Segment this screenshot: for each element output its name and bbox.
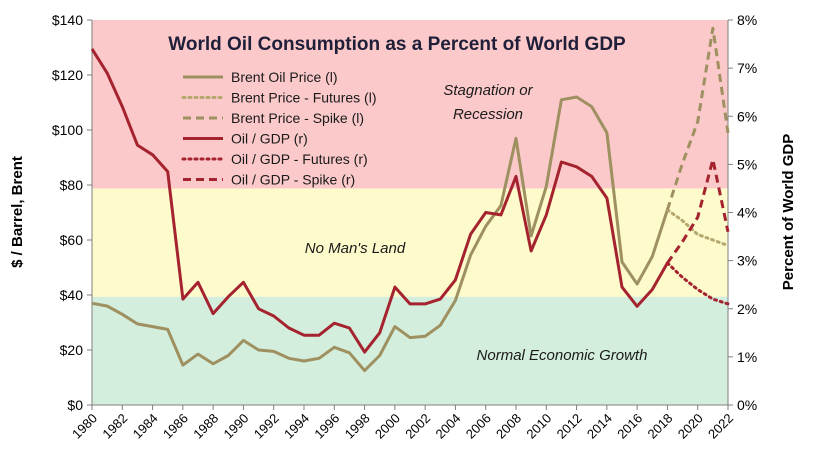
left-tick-label: $80 xyxy=(60,177,84,193)
series-lines xyxy=(90,26,730,373)
zone-band-1 xyxy=(92,188,728,297)
x-tick-label: 1996 xyxy=(311,411,342,442)
right-tick-label: 3% xyxy=(737,253,757,269)
right-tick-label: 8% xyxy=(737,12,757,28)
legend-label-brent-price-spike-l: Brent Price - Spike (l) xyxy=(231,110,364,126)
right-tick-label: 4% xyxy=(737,205,757,221)
background-zones xyxy=(92,20,728,405)
left-tick-label: $40 xyxy=(60,287,84,303)
right-tick-label: 2% xyxy=(737,301,757,317)
x-tick-label: 1990 xyxy=(220,411,251,442)
left-tick-label: $120 xyxy=(52,67,83,83)
left-tick-label: $140 xyxy=(52,12,83,28)
left-axis-title: $ / Barrel, Brent xyxy=(9,156,26,268)
right-tick-label: 7% xyxy=(737,60,757,76)
legend: Brent Oil Price (l) Brent Price - Futures… xyxy=(181,69,376,188)
x-tick-label: 2012 xyxy=(554,411,585,442)
x-tick-label: 2020 xyxy=(675,411,706,442)
right-tick-label: 0% xyxy=(737,397,757,413)
x-tick-label: 2014 xyxy=(584,411,615,442)
x-tick-label: 2000 xyxy=(372,411,403,442)
legend-label-oil-gdp-spike-r: Oil / GDP - Spike (r) xyxy=(231,172,355,188)
x-tick-label: 2002 xyxy=(402,411,433,442)
x-tick-label: 2022 xyxy=(705,411,736,442)
right-tick-label: 6% xyxy=(737,108,757,124)
x-tick-label: 2004 xyxy=(432,411,463,442)
x-axis: 1980 1982 1984 1986 1988 1990 1992 1994 1996 1998… xyxy=(69,405,736,442)
legend-label-oil-gdp-r: Oil / GDP (r) xyxy=(231,131,308,147)
left-tick-label: $20 xyxy=(60,342,84,358)
zone-label-normal-growth: Normal Economic Growth xyxy=(477,347,648,364)
x-tick-label: 1988 xyxy=(190,411,221,442)
chart-title: World Oil Consumption as a Percent of Wo… xyxy=(168,34,626,55)
x-tick-label: 1992 xyxy=(251,411,282,442)
left-y-axis: $0 $20 $40 $60 $80 $100 $120 $140 xyxy=(52,12,92,413)
x-tick-label: 1998 xyxy=(342,411,373,442)
right-y-axis: 0% 1% 2% 3% 4% 5% 6% 7% 8% xyxy=(728,12,757,413)
zone-label-recession-line1: Stagnation or xyxy=(443,82,533,99)
series-line-brent-oil-price-l xyxy=(91,95,669,373)
right-axis-title: Percent of World GDP xyxy=(780,134,797,290)
x-tick-label: 2008 xyxy=(493,411,524,442)
zone-label-recession-line2: Recession xyxy=(453,106,523,123)
series-line-oil-gdp-r xyxy=(90,48,669,354)
x-tick-label: 1984 xyxy=(130,411,161,442)
series-line-brent-price-spike-l xyxy=(665,26,730,211)
left-tick-label: $100 xyxy=(52,122,83,138)
right-tick-label: 5% xyxy=(737,156,757,172)
left-tick-label: $0 xyxy=(67,397,83,413)
left-tick-label: $60 xyxy=(60,232,84,248)
right-tick-label: 1% xyxy=(737,349,757,365)
legend-label-brent-price-futures-l: Brent Price - Futures (l) xyxy=(231,90,376,106)
zone-label-no-mans-land: No Man's Land xyxy=(305,240,406,257)
x-tick-label: 2016 xyxy=(614,411,645,442)
x-tick-label: 1980 xyxy=(69,411,100,442)
series-line-brent-price-futures-l xyxy=(665,208,730,247)
x-tick-label: 1994 xyxy=(281,411,312,442)
x-tick-label: 2018 xyxy=(644,411,675,442)
x-tick-label: 2006 xyxy=(463,411,494,442)
legend-label-brent-oil-price-l: Brent Oil Price (l) xyxy=(231,69,338,85)
legend-label-oil-gdp-futures-r: Oil / GDP - Futures (r) xyxy=(231,151,368,167)
series-line-oil-gdp-spike-r xyxy=(666,158,730,264)
x-tick-label: 2010 xyxy=(523,411,554,442)
x-tick-label: 1982 xyxy=(99,411,130,442)
x-tick-label: 1986 xyxy=(160,411,191,442)
zone-band-0 xyxy=(92,296,728,405)
series-line-oil-gdp-futures-r xyxy=(665,261,730,306)
zone-band-2 xyxy=(92,20,728,189)
